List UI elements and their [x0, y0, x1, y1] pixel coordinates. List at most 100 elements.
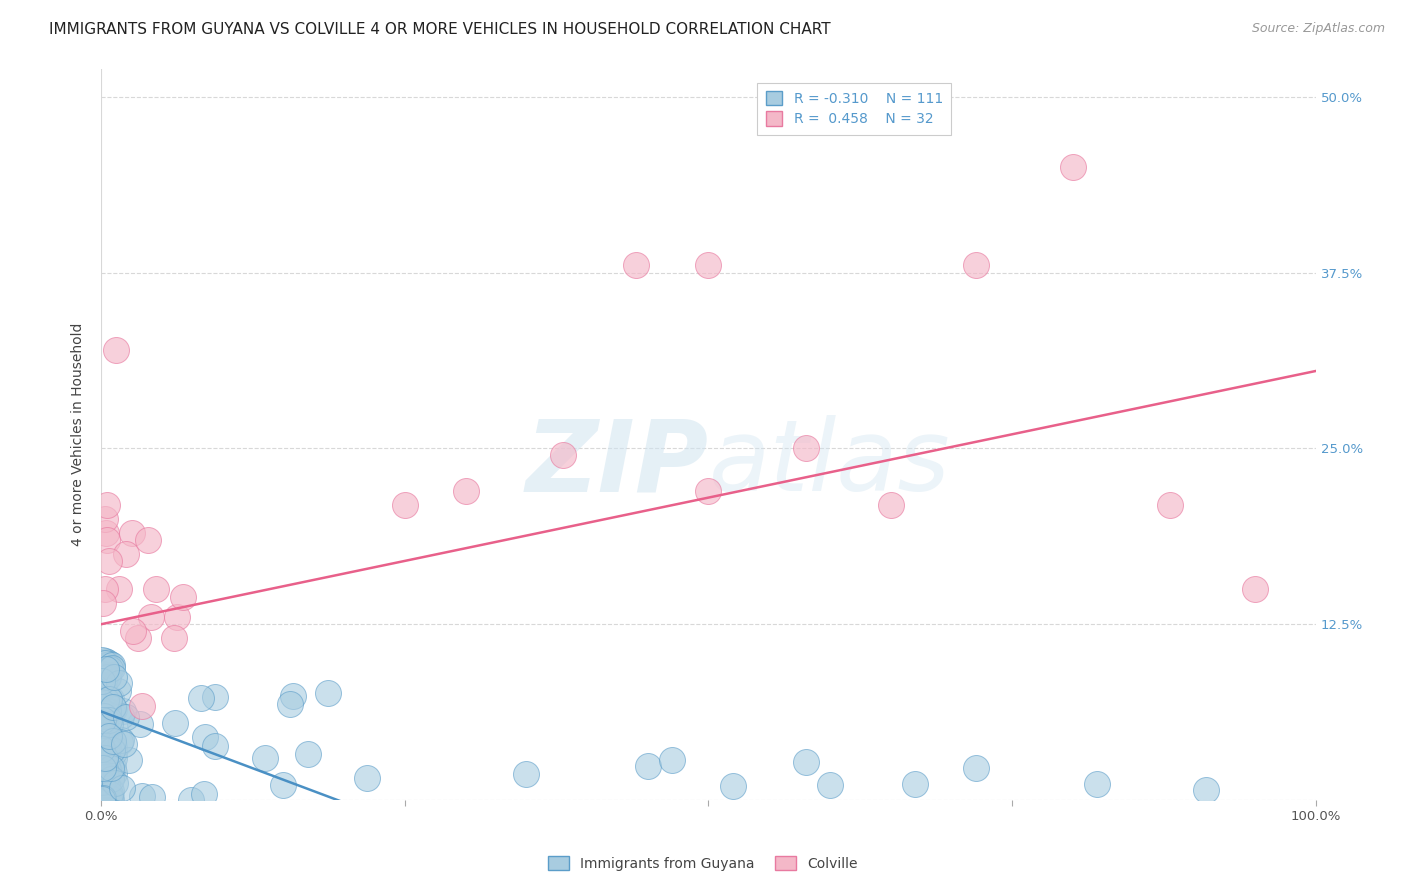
Point	[721, 779, 744, 793]
Point	[661, 754, 683, 768]
Point	[103, 740, 125, 755]
Point	[91, 790, 114, 805]
Point	[94, 662, 117, 676]
Point	[93, 756, 115, 770]
Point	[94, 657, 117, 672]
Point	[91, 741, 114, 756]
Point	[103, 766, 125, 780]
Point	[128, 717, 150, 731]
Point	[97, 764, 120, 778]
Point	[1195, 782, 1218, 797]
Point	[297, 747, 319, 762]
Point	[122, 624, 145, 639]
Point	[965, 259, 987, 273]
Text: IMMIGRANTS FROM GUYANA VS COLVILLE 4 OR MORE VEHICLES IN HOUSEHOLD CORRELATION C: IMMIGRANTS FROM GUYANA VS COLVILLE 4 OR …	[49, 22, 831, 37]
Point	[131, 698, 153, 713]
Point	[98, 691, 121, 706]
Point	[98, 787, 121, 801]
Text: Source: ZipAtlas.com: Source: ZipAtlas.com	[1251, 22, 1385, 36]
Point	[145, 582, 167, 596]
Point	[1062, 160, 1084, 174]
Point	[101, 661, 124, 675]
Point	[879, 498, 901, 512]
Point	[103, 670, 125, 684]
Point	[91, 761, 114, 775]
Point	[1244, 582, 1267, 596]
Point	[101, 705, 124, 719]
Point	[97, 693, 120, 707]
Point	[190, 691, 212, 706]
Point	[100, 790, 122, 805]
Text: ZIP: ZIP	[526, 415, 709, 512]
Point	[115, 710, 138, 724]
Point	[163, 716, 186, 731]
Point	[551, 449, 574, 463]
Point	[93, 670, 115, 684]
Point	[624, 259, 647, 273]
Point	[96, 751, 118, 765]
Point	[162, 632, 184, 646]
Point	[114, 737, 136, 751]
Point	[94, 582, 117, 596]
Point	[1085, 777, 1108, 791]
Point	[104, 343, 127, 357]
Point	[253, 751, 276, 765]
Point	[93, 723, 115, 737]
Point	[98, 729, 121, 743]
Point	[965, 761, 987, 775]
Point	[97, 742, 120, 756]
Point	[94, 724, 117, 739]
Point	[103, 701, 125, 715]
Point	[96, 498, 118, 512]
Point	[794, 755, 817, 769]
Point	[204, 739, 226, 753]
Point	[91, 681, 114, 695]
Point	[100, 692, 122, 706]
Point	[96, 760, 118, 774]
Point	[91, 713, 114, 727]
Point	[91, 742, 114, 756]
Point	[93, 680, 115, 694]
Point	[101, 734, 124, 748]
Point	[98, 554, 121, 568]
Point	[103, 750, 125, 764]
Legend: R = -0.310    N = 111, R =  0.458    N = 32: R = -0.310 N = 111, R = 0.458 N = 32	[758, 83, 950, 135]
Point	[316, 686, 339, 700]
Point	[110, 709, 132, 723]
Point	[697, 259, 720, 273]
Point	[96, 740, 118, 755]
Point	[139, 610, 162, 624]
Point	[94, 657, 117, 671]
Point	[180, 792, 202, 806]
Point	[93, 512, 115, 526]
Point	[98, 787, 121, 801]
Point	[91, 596, 114, 610]
Point	[94, 671, 117, 685]
Point	[356, 771, 378, 785]
Point	[818, 778, 841, 792]
Point	[97, 792, 120, 806]
Point	[141, 790, 163, 805]
Point	[94, 525, 117, 540]
Point	[637, 759, 659, 773]
Point	[107, 683, 129, 698]
Point	[108, 582, 131, 596]
Point	[96, 655, 118, 669]
Point	[97, 763, 120, 777]
Point	[515, 767, 537, 781]
Point	[91, 653, 114, 667]
Point	[115, 547, 138, 561]
Point	[193, 787, 215, 801]
Point	[97, 668, 120, 682]
Point	[97, 670, 120, 684]
Point	[94, 789, 117, 804]
Text: atlas: atlas	[709, 415, 950, 512]
Point	[118, 754, 141, 768]
Point	[101, 759, 124, 773]
Point	[108, 676, 131, 690]
Point	[93, 709, 115, 723]
Point	[454, 483, 477, 498]
Point	[93, 667, 115, 681]
Point	[100, 783, 122, 797]
Point	[98, 662, 121, 676]
